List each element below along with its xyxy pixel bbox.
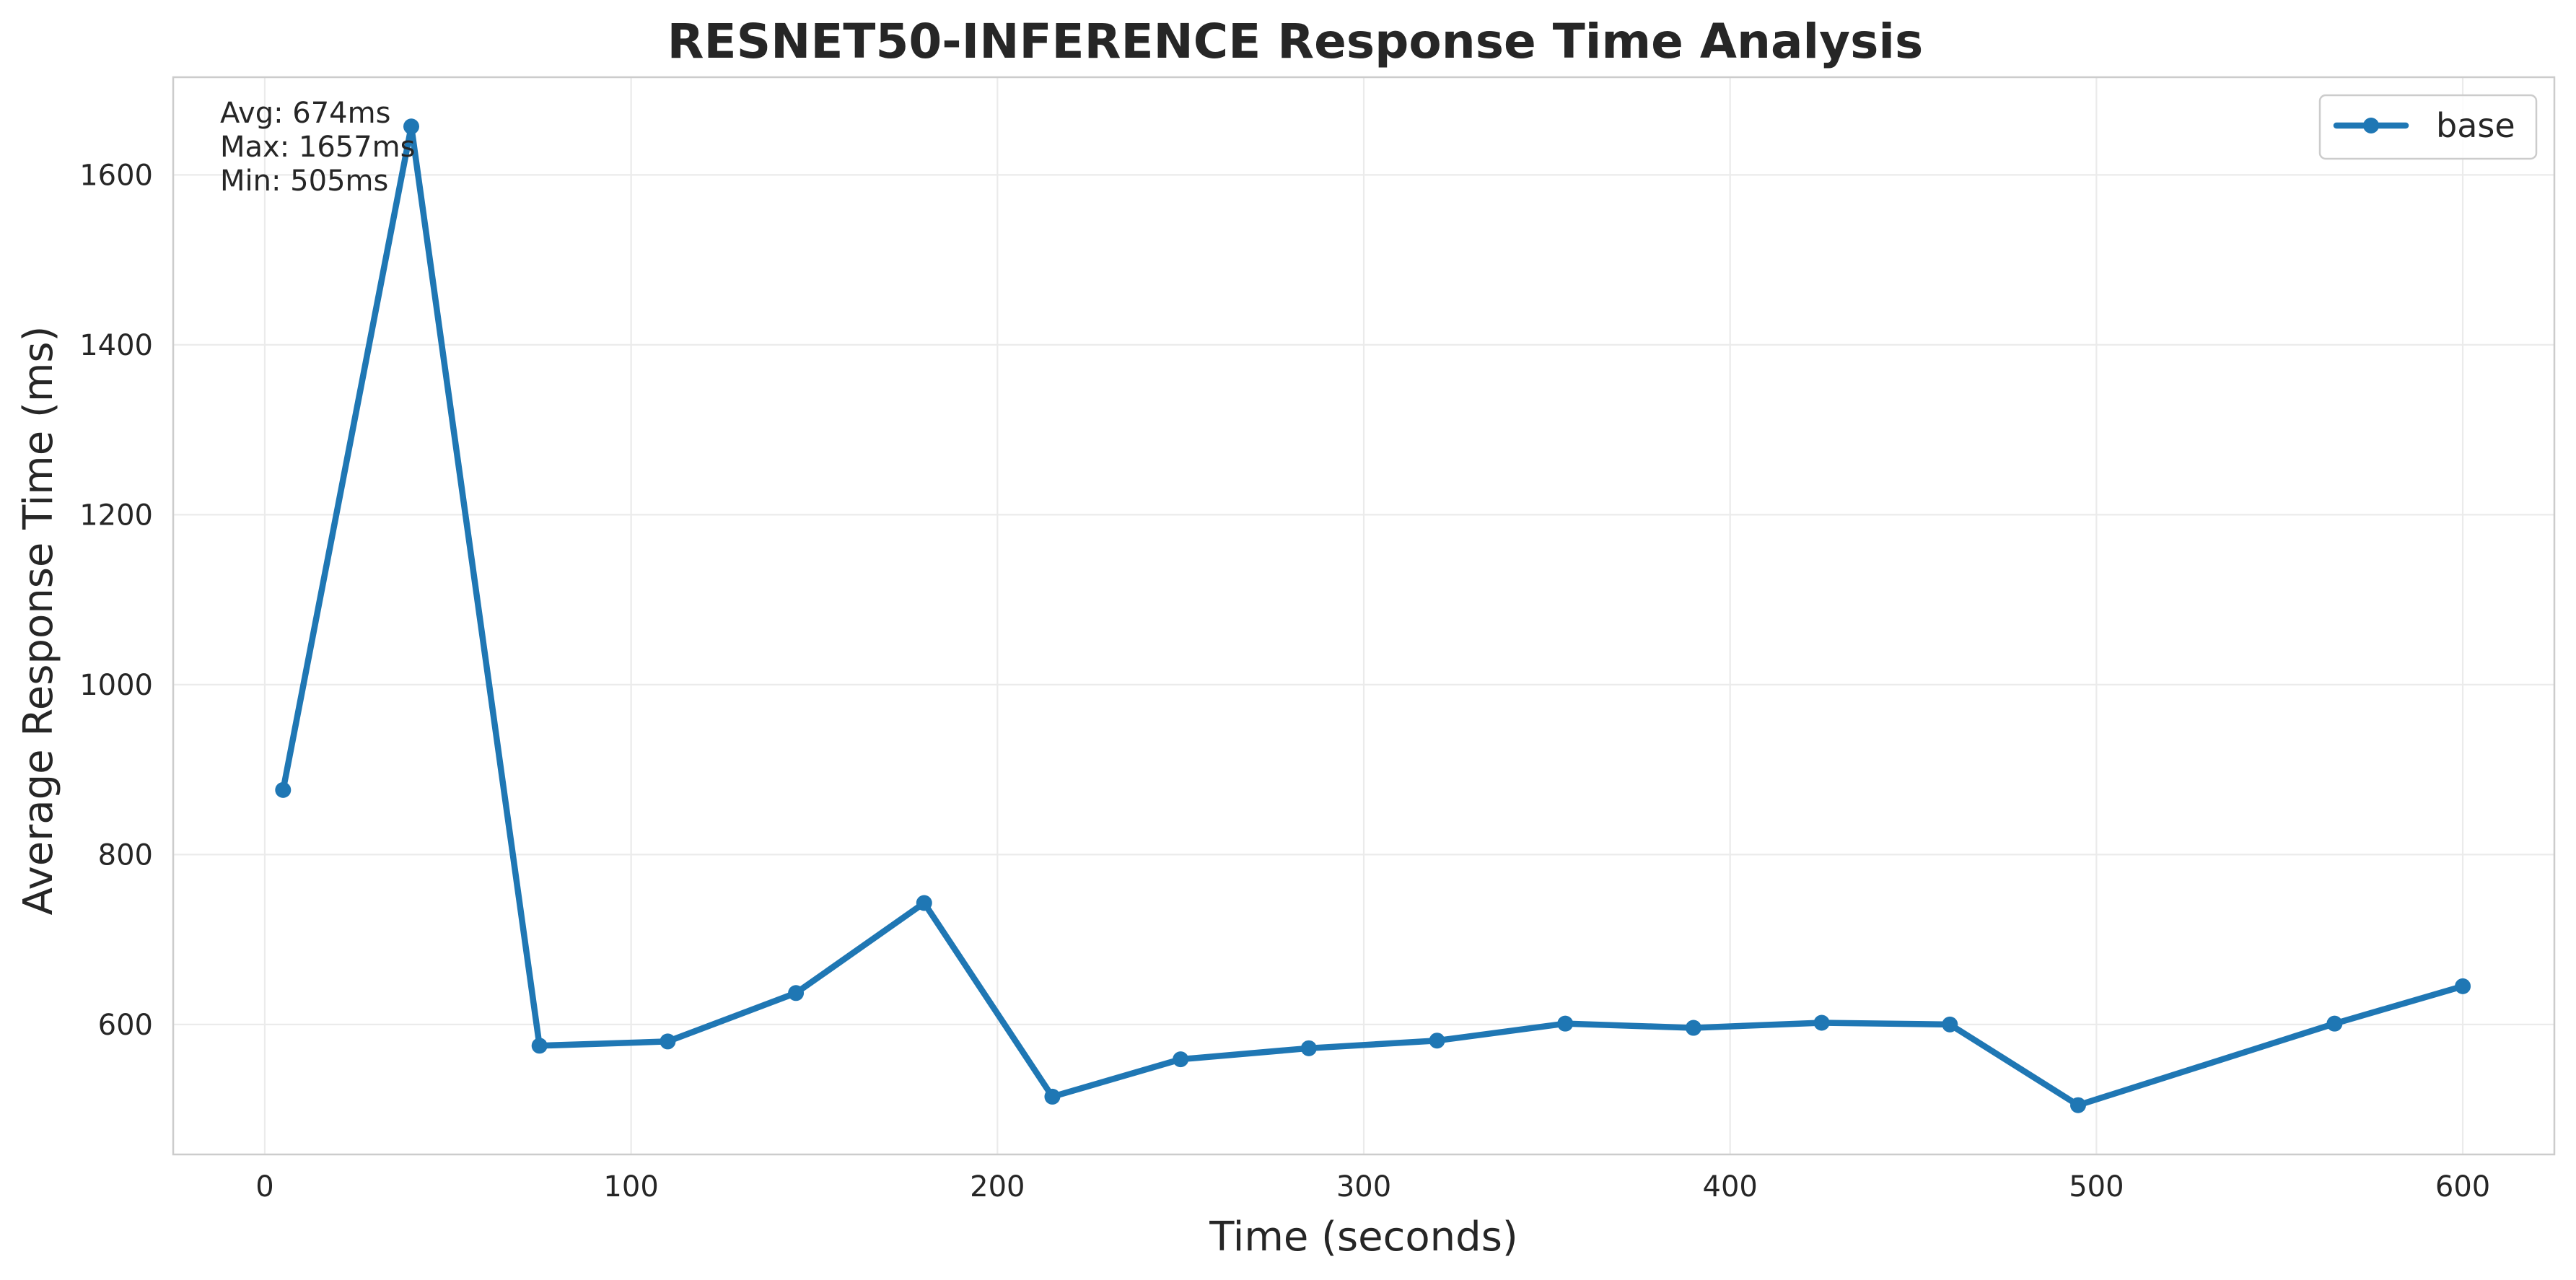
chart-title: RESNET50-INFERENCE Response Time Analysi…: [667, 14, 1924, 69]
legend-marker-swatch: [2363, 118, 2379, 133]
x-tick-label-0: 0: [255, 1170, 273, 1204]
data-point-base-6: [1044, 1088, 1061, 1105]
series-layer: [275, 118, 2471, 1113]
x-tick-label-400: 400: [1703, 1170, 1758, 1204]
y-tick-label-1000: 1000: [79, 669, 153, 702]
data-point-base-4: [788, 985, 805, 1001]
horizontal-gridlines: [173, 174, 2554, 1025]
x-tick-label-500: 500: [2069, 1170, 2124, 1204]
vertical-gridlines: [263, 77, 2464, 1154]
x-axis-tick-labels: 0 100 200 300 400 500 600: [255, 1170, 2490, 1204]
data-point-base-1: [403, 118, 419, 135]
y-tick-label-1200: 1200: [79, 499, 153, 532]
data-point-base-2: [531, 1038, 548, 1054]
y-tick-label-1400: 1400: [79, 329, 153, 362]
stats-min: Min: 505ms: [220, 165, 388, 198]
y-axis-tick-labels: 600 800 1000 1200 1400 1600: [79, 159, 153, 1041]
data-point-base-9: [1429, 1033, 1445, 1049]
data-point-base-3: [660, 1033, 676, 1050]
data-point-base-5: [916, 895, 932, 911]
data-point-base-14: [2070, 1097, 2086, 1113]
stats-annotation: Avg: 674ms Max: 1657ms Min: 505ms: [220, 97, 416, 198]
legend-label-base: base: [2436, 106, 2515, 145]
x-tick-label-300: 300: [1336, 1170, 1391, 1204]
data-point-base-7: [1173, 1051, 1189, 1068]
stats-avg: Avg: 674ms: [220, 97, 390, 130]
x-tick-label-200: 200: [970, 1170, 1025, 1204]
data-point-base-12: [1813, 1014, 1830, 1031]
data-point-base-0: [275, 781, 292, 798]
legend-box: [2318, 94, 2538, 160]
data-point-base-13: [1942, 1016, 1958, 1033]
data-point-base-8: [1300, 1040, 1317, 1056]
stats-max: Max: 1657ms: [220, 131, 416, 164]
data-point-base-16: [2455, 978, 2471, 994]
x-tick-label-100: 100: [603, 1170, 658, 1204]
data-point-base-11: [1685, 1020, 1701, 1036]
y-axis-label: Average Response Time (ms): [15, 326, 62, 916]
legend: base: [2318, 94, 2538, 160]
y-tick-label-800: 800: [98, 838, 153, 872]
y-tick-label-600: 600: [98, 1009, 153, 1042]
data-point-base-10: [1557, 1015, 1574, 1032]
y-tick-label-1600: 1600: [79, 159, 153, 192]
x-tick-label-600: 600: [2435, 1170, 2490, 1204]
x-axis-label: Time (seconds): [1209, 1214, 1517, 1261]
plot-area-frame: [172, 76, 2556, 1156]
data-point-base-15: [2326, 1015, 2343, 1032]
